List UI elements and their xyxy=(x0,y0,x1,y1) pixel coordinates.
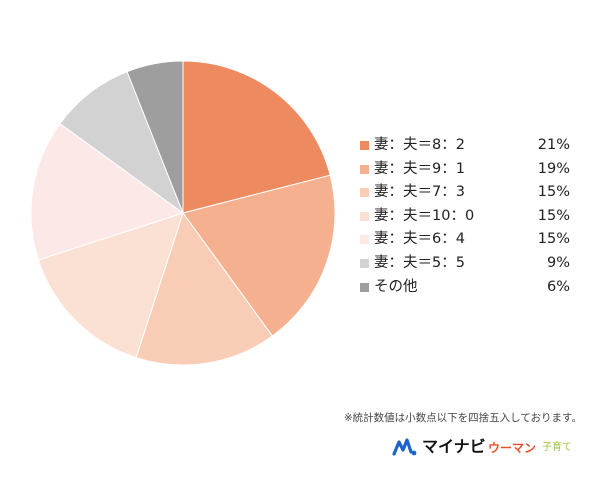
pie-slice-6 xyxy=(126,60,184,214)
mynavi-logo-icon xyxy=(392,438,417,456)
legend-label: 妻：夫＝9：1 xyxy=(374,160,465,177)
legend-item: 妻：夫＝7：3 15% xyxy=(360,181,580,205)
legend-label: 妻：夫＝5：5 xyxy=(374,254,465,271)
pie-slice-0 xyxy=(182,60,331,214)
legend-label: 妻：夫＝7：3 xyxy=(374,184,465,201)
legend-item: 妻：夫＝6：4 15% xyxy=(360,228,580,252)
logo: マイナビ ウーマン 子育て xyxy=(392,434,588,460)
pie-slice-5 xyxy=(59,71,185,215)
legend-swatch xyxy=(360,211,369,221)
legend-item: 妻：夫＝10：0 15% xyxy=(360,205,580,229)
legend-item: 妻：夫＝9：1 19% xyxy=(360,158,580,182)
legend-label: 妻：夫＝10：0 xyxy=(374,207,475,224)
footnote: ※統計数値は小数点以下を四捨五入しております。 xyxy=(343,412,582,424)
legend-label: 妻：夫＝8：2 xyxy=(374,137,465,153)
legend-value: 15% xyxy=(537,184,570,201)
pie-slice-2 xyxy=(135,211,274,366)
legend-swatch xyxy=(360,282,369,292)
legend-item: 妻：夫＝8：2 21% xyxy=(360,134,580,158)
pie-slice-4 xyxy=(30,122,185,261)
legend-swatch xyxy=(360,188,369,198)
legend-value: 19% xyxy=(537,160,570,177)
logo-kosodate-text: 子育て xyxy=(542,442,572,453)
legend-value: 6% xyxy=(546,278,570,295)
pie-slice-1 xyxy=(182,174,336,337)
logo-woman-text: ウーマン xyxy=(488,441,537,455)
legend-item: 妻：夫＝5：5 9% xyxy=(360,252,580,276)
legend-swatch xyxy=(360,258,369,268)
logo-brand-text: マイナビ xyxy=(422,437,486,456)
legend-label: 妻：夫＝6：4 xyxy=(374,231,465,248)
legend-swatch xyxy=(360,141,369,150)
legend-item: その他 6% xyxy=(360,276,580,300)
legend-value: 15% xyxy=(537,207,570,224)
legend-label: その他 xyxy=(374,278,418,295)
pie-slice-3 xyxy=(37,212,184,359)
legend-value: 21% xyxy=(537,137,570,153)
legend-value: 15% xyxy=(537,231,570,248)
legend-value: 9% xyxy=(546,254,570,271)
legend-swatch xyxy=(360,164,369,174)
legend-swatch xyxy=(360,235,369,245)
legend: 妻：夫＝8：2 21% 妻：夫＝9：1 19% 妻：夫＝7：3 15% 妻：夫＝10：0 15… xyxy=(360,134,580,299)
